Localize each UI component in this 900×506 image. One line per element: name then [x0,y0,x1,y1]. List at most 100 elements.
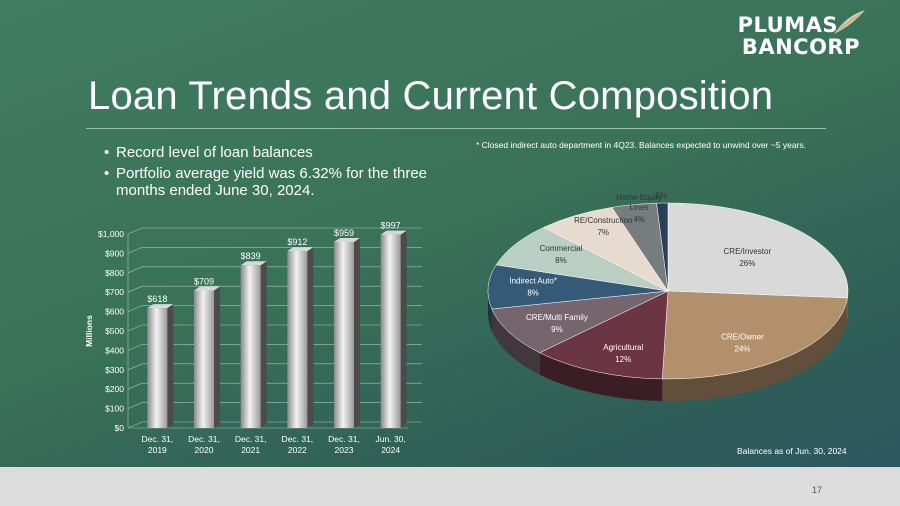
bar [334,241,354,428]
pie-slice-percent: 1% [655,191,667,200]
bar-side [214,286,220,428]
plumas-bancorp-logo: PLUMAS BANCORP [737,10,865,59]
gridline [127,305,422,312]
bar [380,234,401,428]
bar-side [307,247,314,428]
bar-value-label: $912 [287,237,307,247]
y-tick-label: $600 [105,307,124,317]
x-tick-label: Dec. 31, [188,434,220,444]
y-tick-label: $100 [105,404,124,414]
bullet-item: Portfolio average yield was 6.32% for th… [104,165,434,199]
pie-slice-label: RE/Construction [574,216,632,225]
x-tick-label: Dec. 31, [142,434,174,444]
pie-slice-side [491,309,540,375]
page-number: 17 [811,485,822,495]
x-tick-label: Dec. 31, [235,434,267,444]
x-tick-label: 2021 [241,445,260,455]
y-tick-label: $0 [115,423,125,433]
bar-side [400,230,407,428]
logo-line-2: BANCORP [741,35,860,59]
x-tick-label: 2019 [148,445,167,455]
bar-value-label: $839 [241,251,261,261]
bar-value-label: $618 [147,294,167,304]
pie-slice [487,264,669,310]
x-tick-label: Dec. 31, [282,434,314,444]
bar-top [194,286,220,291]
pie-slice-label: Indirect Auto* [509,277,557,286]
gridline [127,402,422,409]
bar-top [240,261,267,266]
bar-side [354,237,360,428]
bar-top [147,304,174,309]
y-tick-label: $900 [105,248,124,258]
y-tick-label: $400 [105,345,124,355]
pie-slice-percent: 8% [527,289,539,298]
y-tick-label: $800 [105,268,124,278]
gridline [127,266,422,274]
y-tick-label: $500 [105,326,124,336]
pie-slice-label: Lines [629,203,648,212]
pie-slice [495,227,669,292]
pie-slice-percent: 4% [633,215,645,224]
bar-value-label: $709 [194,276,214,286]
pie-slice-label: Commercial [540,244,583,253]
logo-line-1: PLUMAS [737,13,838,37]
pie-slice [491,290,669,354]
pie-slice-percent: 24% [734,344,750,353]
pie-slice-label: CRE/Investor [724,247,772,256]
footnote: * Closed indirect auto department in 4Q2… [476,140,807,150]
pie-slice-percent: 12% [615,355,631,364]
pie-slice [667,202,849,299]
pie-slice-label: CRE/Multi Family [526,313,588,322]
pie-slice-percent: 8% [555,256,567,265]
pie-slice [539,290,669,380]
bar [287,251,308,428]
x-tick-label: 2020 [195,445,214,455]
bar-side [260,261,267,428]
pie-slice-percent: 26% [739,259,755,268]
title-divider [86,128,826,129]
bar-value-label: $959 [334,228,354,238]
y-tick-label: $300 [105,365,124,375]
x-tick-label: 2022 [288,445,307,455]
gridline [127,247,422,254]
pie-slice [656,202,669,292]
pie-slice-label: Agricultural [603,343,643,352]
balances-as-of-note: Balances as of Jun. 30, 2024 [737,446,847,456]
y-tick-label: $700 [105,287,124,297]
pie-slice-side [662,297,848,401]
gridline [127,363,422,371]
gridline [127,344,422,351]
gridline [127,382,422,390]
pie-slice-label: Home Equity [616,193,662,202]
x-tick-label: 2023 [335,445,354,455]
bullet-item: Record level of loan balances [104,144,434,161]
bar-side [167,304,174,428]
loan-balance-bar-chart: $0 $100 $200 $300 $400 $500 $600 $700 $800 $900 $1… [84,221,422,455]
bar-value-label: $997 [381,221,401,231]
pie-slice-label: CRE/Owner [721,332,764,341]
pie-slice [662,290,848,380]
x-tick-label: Dec. 31, [328,434,360,444]
bullet-list: Record level of loan balances Portfolio … [104,144,434,203]
loan-composition-pie-chart: CRE/Investor 26% CRE/Owner 24% Agricultural 1… [487,191,849,401]
gridline [127,421,422,429]
gridline [127,324,422,332]
pie-slice-side [539,352,663,401]
gridline [127,227,422,235]
bar [147,308,168,428]
bar [240,265,261,428]
gridline [127,285,422,293]
y-axis-label: Millions [84,315,94,347]
bar-top [334,237,360,242]
y-tick-label: $200 [105,384,124,394]
x-tick-label: 2024 [381,445,400,455]
pie-slice-percent: 7% [597,228,609,237]
bar-top [380,230,407,235]
x-tick-label: Jun. 30, [376,434,406,444]
footer-bar: 17 [0,467,900,506]
bar [194,290,214,428]
leaf-icon [834,10,865,34]
y-tick-label: $1,000 [98,229,124,239]
page-title: Loan Trends and Current Composition [88,74,774,118]
